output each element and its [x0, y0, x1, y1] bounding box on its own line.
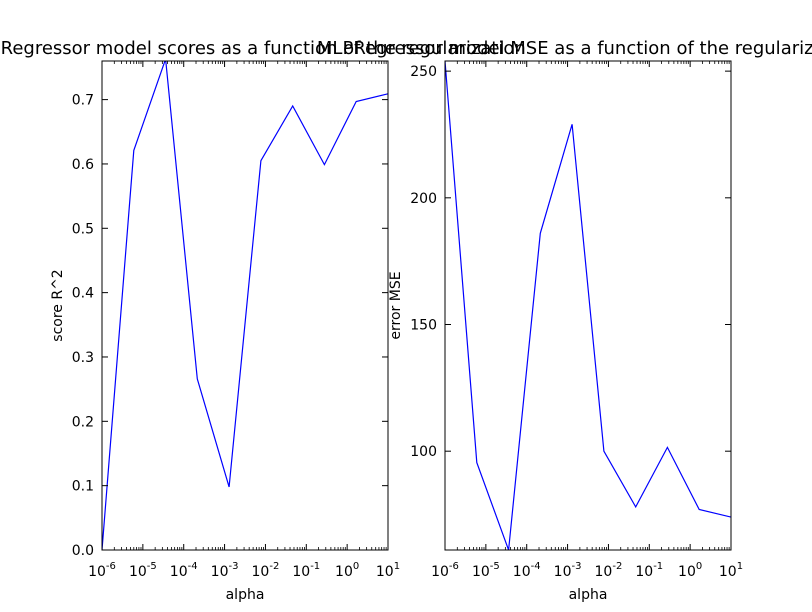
chart-left-x-tick-label: 101 — [376, 561, 400, 580]
chart-left-x-tick-label: 100 — [335, 561, 359, 580]
chart-right-y-tick-label: 150 — [410, 318, 437, 334]
chart-right-x-tick-label: 10-6 — [431, 561, 459, 580]
chart-left-x-axis-label: alpha — [226, 587, 265, 603]
chart-right-title: MLPRegressor model MSE as a function of … — [317, 38, 812, 59]
chart-left-y-tick-label: 0.1 — [72, 479, 94, 495]
chart-right-series-line — [445, 61, 731, 550]
chart-right-y-axis-label: error MSE — [388, 271, 404, 339]
chart-left-x-tick-label: 10-5 — [129, 561, 157, 580]
chart-left-y-tick-label: 0.5 — [72, 221, 94, 237]
chart-left-y-tick-label: 0.6 — [72, 157, 94, 173]
chart-right: 10-6 10-5 10-4 10-3 10-2 10-1 100 101 100 150 200 2… — [388, 60, 743, 603]
chart-left-x-tick-label: 10-4 — [170, 561, 198, 580]
chart-left-series-line — [102, 61, 388, 550]
chart-right-x-tick-label: 100 — [678, 561, 702, 580]
chart-left-y-tick-label: 0.3 — [72, 350, 94, 366]
chart-left-x-tick-label: 10-3 — [211, 561, 239, 580]
chart-right-axes-frame — [444, 60, 732, 551]
chart-left-y-tick-label: 0.4 — [72, 286, 94, 302]
chart-left-y-tick-label: 0.7 — [72, 93, 94, 109]
chart-left-title: MLPRegressor model scores as a function … — [0, 38, 526, 59]
chart-left-axes-frame — [101, 60, 389, 551]
chart-right-x-tick-label: 10-2 — [595, 561, 623, 580]
chart-right-x-axis-label: alpha — [569, 587, 608, 603]
chart-right-x-tick-label: 101 — [719, 561, 743, 580]
chart-right-y-tick-label: 200 — [410, 191, 437, 207]
chart-right-y-tick-label: 100 — [410, 444, 437, 460]
chart-right-x-tick-label: 10-3 — [554, 561, 582, 580]
chart-right-x-tick-label: 10-4 — [513, 561, 541, 580]
chart-left-x-tick-label: 10-1 — [292, 561, 320, 580]
chart-left-x-tick-label: 10-2 — [252, 561, 280, 580]
chart-left-x-tick-label: 10-6 — [88, 561, 116, 580]
chart-left-y-tick-label: 0.0 — [72, 543, 94, 559]
chart-left: 10-6 10-5 10-4 10-3 10-2 10-1 100 101 0.0 0.1 0.2 0… — [50, 60, 400, 603]
chart-right-x-tick-label: 10-5 — [472, 561, 500, 580]
chart-left-y-tick-label: 0.2 — [72, 414, 94, 430]
chart-left-y-axis-label: score R^2 — [50, 269, 66, 341]
chart-right-y-tick-label: 250 — [410, 64, 437, 80]
chart-right-x-tick-label: 10-1 — [635, 561, 663, 580]
